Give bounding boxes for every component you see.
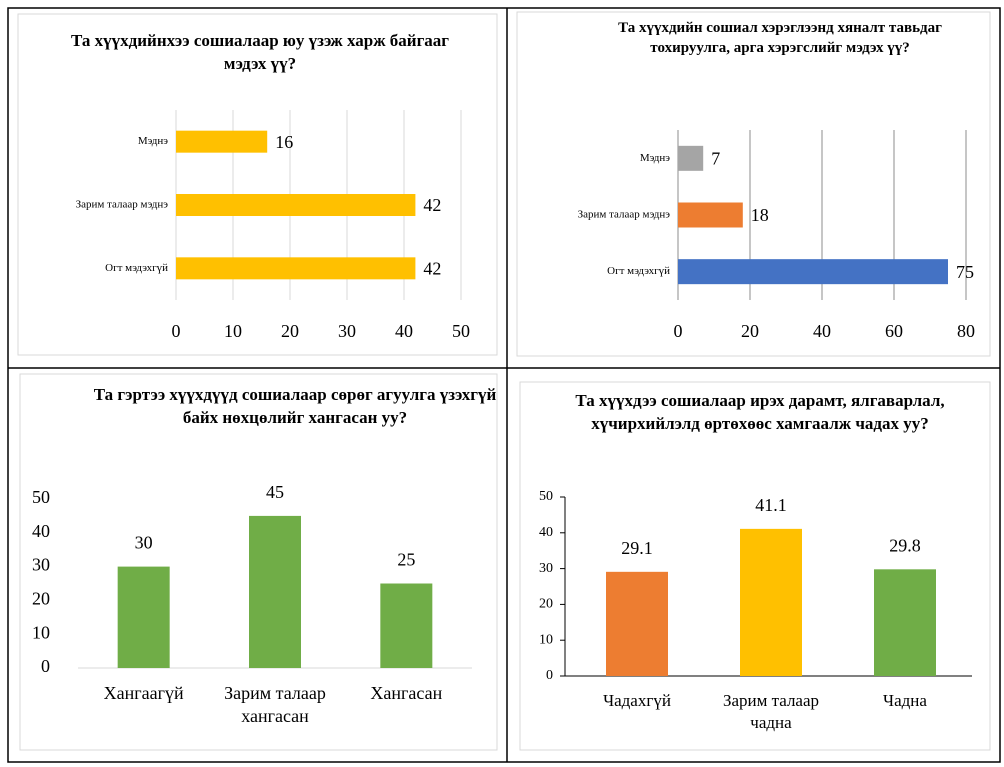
data-label: 30 bbox=[135, 533, 153, 553]
table-border bbox=[7, 7, 1001, 763]
chart-frame bbox=[19, 373, 498, 751]
y-tick-label: 30 bbox=[32, 555, 50, 575]
chart-frame bbox=[17, 13, 498, 356]
y-tick-label: Зарим талаар мэднэ bbox=[76, 199, 169, 211]
chart-title: Та хүүхдийнхээ сошиалаар юу үзэж харж ба… bbox=[70, 31, 450, 73]
y-tick-label: 10 bbox=[32, 622, 50, 642]
bar bbox=[176, 257, 416, 280]
data-label: 16 bbox=[275, 132, 293, 152]
data-label: 75 bbox=[956, 262, 974, 282]
x-tick-label: 50 bbox=[452, 321, 470, 341]
data-label: 7 bbox=[711, 148, 720, 168]
x-tick-label: 0 bbox=[674, 321, 683, 341]
x-tick-label: Чадна bbox=[883, 691, 927, 710]
y-tick-label: 40 bbox=[32, 521, 50, 541]
bar bbox=[678, 202, 743, 228]
bar bbox=[874, 569, 936, 676]
x-tick-label: Чадахгүй bbox=[603, 691, 671, 710]
y-tick-label: 50 bbox=[32, 487, 50, 507]
y-tick-label: Мэднэ bbox=[138, 135, 168, 147]
y-tick-label: 50 bbox=[539, 489, 553, 504]
x-tick-label: Зарим талаар чадна bbox=[722, 691, 820, 733]
y-tick-label: Огт мэдэхгүй bbox=[607, 265, 670, 277]
bar bbox=[678, 145, 704, 171]
x-tick-label: 0 bbox=[172, 321, 181, 341]
x-tick-label: 10 bbox=[224, 321, 242, 341]
data-label: 41.1 bbox=[755, 495, 787, 515]
y-tick-label: 0 bbox=[41, 656, 50, 676]
y-tick-label: 30 bbox=[539, 561, 553, 576]
x-tick-label: 20 bbox=[281, 321, 299, 341]
x-tick-label: 80 bbox=[957, 321, 975, 341]
x-tick-label: 40 bbox=[813, 321, 831, 341]
bar bbox=[176, 194, 416, 216]
x-tick-label: 20 bbox=[741, 321, 759, 341]
y-tick-label: 20 bbox=[32, 589, 50, 609]
chart-frame bbox=[516, 11, 991, 357]
bar bbox=[380, 583, 433, 668]
x-tick-label: 40 bbox=[395, 321, 413, 341]
chart-title: Та гэртээ хүүхдүүд сошиалаар сөрөг агуул… bbox=[93, 385, 497, 427]
data-label: 25 bbox=[397, 550, 415, 570]
y-tick-label: 10 bbox=[539, 632, 553, 647]
y-tick-label: Зарим талаар мэднэ bbox=[578, 209, 671, 221]
x-tick-label: Хангаагүй bbox=[103, 683, 184, 703]
x-tick-label: Хангасан bbox=[370, 683, 443, 703]
bar bbox=[606, 571, 668, 676]
bar bbox=[740, 528, 802, 676]
y-tick-label: 40 bbox=[539, 525, 553, 540]
y-tick-label: Огт мэдэхгүй bbox=[105, 262, 168, 274]
data-label: 42 bbox=[423, 258, 441, 278]
data-label: 45 bbox=[266, 482, 284, 502]
bar bbox=[176, 130, 268, 153]
x-tick-label: Зарим талаар хангасан bbox=[224, 683, 326, 727]
x-tick-label: 30 bbox=[338, 321, 356, 341]
chart-title: Та хүүхдийн сошиал хэрэглээнд хяналт тав… bbox=[618, 20, 942, 57]
bar bbox=[678, 259, 948, 285]
bar bbox=[249, 515, 301, 668]
y-tick-label: 20 bbox=[539, 597, 553, 612]
data-label: 29.1 bbox=[621, 538, 653, 558]
bar bbox=[117, 566, 170, 668]
data-label: 18 bbox=[751, 205, 769, 225]
x-tick-label: 60 bbox=[885, 321, 903, 341]
chart-title: Та хүүхдээ сошиалаар ирэх дарамт, ялгава… bbox=[575, 391, 945, 433]
y-tick-label: 0 bbox=[546, 668, 553, 683]
data-label: 29.8 bbox=[889, 535, 921, 555]
chart-frame bbox=[519, 381, 991, 751]
y-tick-label: Мэднэ bbox=[640, 152, 670, 164]
data-label: 42 bbox=[423, 195, 441, 215]
